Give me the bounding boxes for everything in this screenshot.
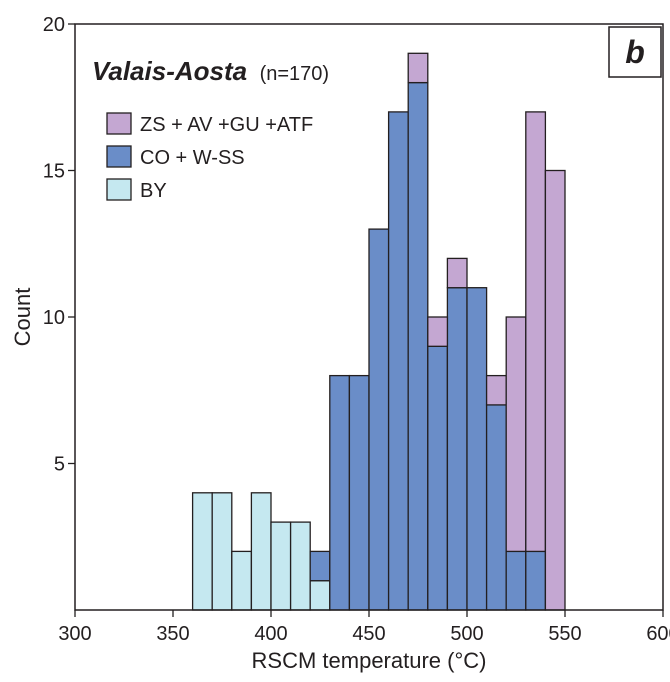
x-axis-title: RSCM temperature (°C) bbox=[252, 648, 487, 673]
histogram-bar bbox=[289, 521, 311, 611]
histogram-bar bbox=[191, 492, 213, 611]
x-tick-label: 500 bbox=[450, 623, 483, 645]
histogram-bar bbox=[544, 169, 566, 611]
y-axis-title: Count bbox=[10, 288, 35, 347]
chart-title: Valais-Aosta (n=170) bbox=[92, 56, 329, 86]
panel-label-box bbox=[608, 26, 662, 78]
chart-title-count: (n=170) bbox=[260, 63, 330, 85]
histogram-bar bbox=[368, 228, 390, 611]
histogram-bar bbox=[309, 550, 331, 582]
x-axis: 300 350 400 450 500 550 600 bbox=[58, 610, 670, 645]
histogram-bar bbox=[505, 316, 527, 553]
histogram-bar bbox=[505, 550, 527, 611]
histogram-bar bbox=[525, 111, 547, 553]
legend-swatch bbox=[106, 112, 132, 135]
legend: ZS + AV +GU +ATF CO + W-SS BY bbox=[106, 112, 313, 202]
histogram-bar bbox=[485, 404, 507, 611]
legend-label: CO + W-SS bbox=[140, 147, 245, 169]
histogram-bar bbox=[387, 111, 409, 611]
histogram-bar bbox=[231, 550, 253, 611]
histogram-bar bbox=[485, 374, 507, 406]
panel-label: b bbox=[625, 34, 645, 70]
x-tick-label: 350 bbox=[156, 623, 189, 645]
x-tick-label: 450 bbox=[352, 623, 385, 645]
x-tick-label: 600 bbox=[646, 623, 670, 645]
histogram-bar bbox=[348, 374, 370, 611]
y-tick-label: 5 bbox=[54, 454, 65, 476]
x-tick-label: 550 bbox=[548, 623, 581, 645]
histogram-bar bbox=[407, 52, 429, 84]
y-axis: 5 10 15 20 bbox=[43, 14, 75, 476]
histogram-bar bbox=[427, 345, 449, 611]
histogram-bar bbox=[466, 287, 488, 611]
y-tick-label: 15 bbox=[43, 161, 65, 183]
x-tick-label: 300 bbox=[58, 623, 91, 645]
histogram-bar bbox=[427, 316, 449, 347]
y-tick-label: 10 bbox=[43, 307, 65, 329]
histogram-bar bbox=[309, 580, 331, 611]
histogram-bar bbox=[211, 492, 233, 611]
y-tick-label: 20 bbox=[43, 14, 65, 36]
histogram-bar bbox=[446, 257, 468, 289]
x-tick-label: 400 bbox=[254, 623, 287, 645]
histogram-bar bbox=[270, 521, 292, 611]
histogram-bar bbox=[525, 550, 547, 611]
legend-swatch bbox=[106, 178, 132, 201]
legend-swatch bbox=[106, 145, 132, 168]
histogram-bar bbox=[329, 374, 351, 611]
histogram-bar bbox=[250, 492, 272, 611]
histogram-bar bbox=[446, 287, 468, 611]
legend-label: ZS + AV +GU +ATF bbox=[140, 114, 313, 136]
histogram-bar bbox=[407, 81, 429, 611]
legend-label: BY bbox=[140, 180, 167, 202]
chart-title-main: Valais-Aosta bbox=[92, 56, 247, 86]
